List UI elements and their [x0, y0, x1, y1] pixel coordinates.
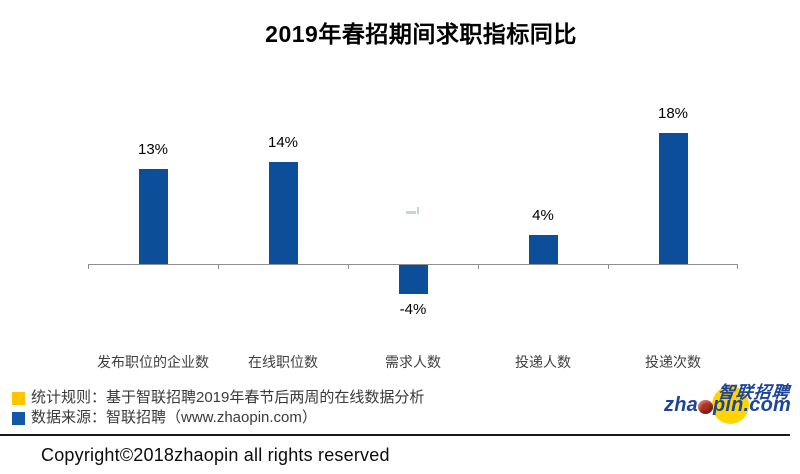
logo-yellow-circle-icon [712, 386, 749, 424]
footnote-stat-rule: 统计规则：基于智联招聘2019年春节后两周的在线数据分析 [12, 388, 424, 408]
copyright-text: Copyright©2018zhaopin all rights reserve… [41, 445, 390, 465]
bar-value-label: 4% [532, 206, 554, 224]
footer-divider [0, 434, 790, 436]
footnote-data-source: 数据来源：智联招聘（www.zhaopin.com） [12, 408, 424, 428]
bar-value-label: 13% [137, 141, 169, 159]
bar-需求人数 [398, 265, 428, 295]
axis-tick [348, 265, 349, 269]
logo-domain-suffix: pin.com [712, 394, 792, 416]
logo-red-ball-icon [697, 400, 713, 414]
bar-投递人数 [528, 234, 558, 264]
logo-domain-prefix: zha [664, 394, 698, 416]
footnotes: 统计规则：基于智联招聘2019年春节后两周的在线数据分析 数据来源：智联招聘（w… [12, 388, 424, 428]
category-label: 需求人数 [385, 354, 441, 370]
blue-swatch-icon [12, 411, 25, 425]
axis-tick [478, 265, 479, 269]
category-label: 发布职位的企业数 [97, 354, 209, 370]
bar-value-label: 14% [267, 133, 299, 151]
bar-value-label: 18% [657, 104, 689, 122]
footnote-stat-rule-label: 统计规则：基于智联招聘2019年春节后两周的在线数据分析 [31, 389, 425, 406]
bar-在线职位数 [268, 161, 298, 264]
faint-watermark-artifact [406, 207, 419, 214]
x-axis [88, 264, 738, 265]
category-label: 在线职位数 [248, 354, 318, 370]
axis-tick [737, 265, 738, 269]
page-title: 2019年春招期间求职指标同比 [265, 21, 577, 47]
zhaopin-logo: 智联招聘 zha pin.com [650, 375, 800, 430]
axis-tick [88, 265, 89, 269]
bar-发布职位的企业数 [138, 169, 168, 264]
bar-value-label: -4% [399, 301, 427, 319]
category-label: 投递人数 [515, 354, 571, 370]
axis-tick [218, 265, 219, 269]
yellow-swatch-icon [12, 391, 25, 405]
bar-投递次数 [658, 132, 688, 264]
footnote-data-source-label: 数据来源：智联招聘（www.zhaopin.com） [31, 409, 317, 426]
bar-chart: 13% 发布职位的企业数 14% 在线职位数 -4% 需求人数 4% 投递人数 18% 投递次数 [88, 100, 738, 380]
logo-domain-text: zha pin.com [664, 394, 791, 417]
axis-tick [608, 265, 609, 269]
category-label: 投递次数 [645, 354, 701, 370]
